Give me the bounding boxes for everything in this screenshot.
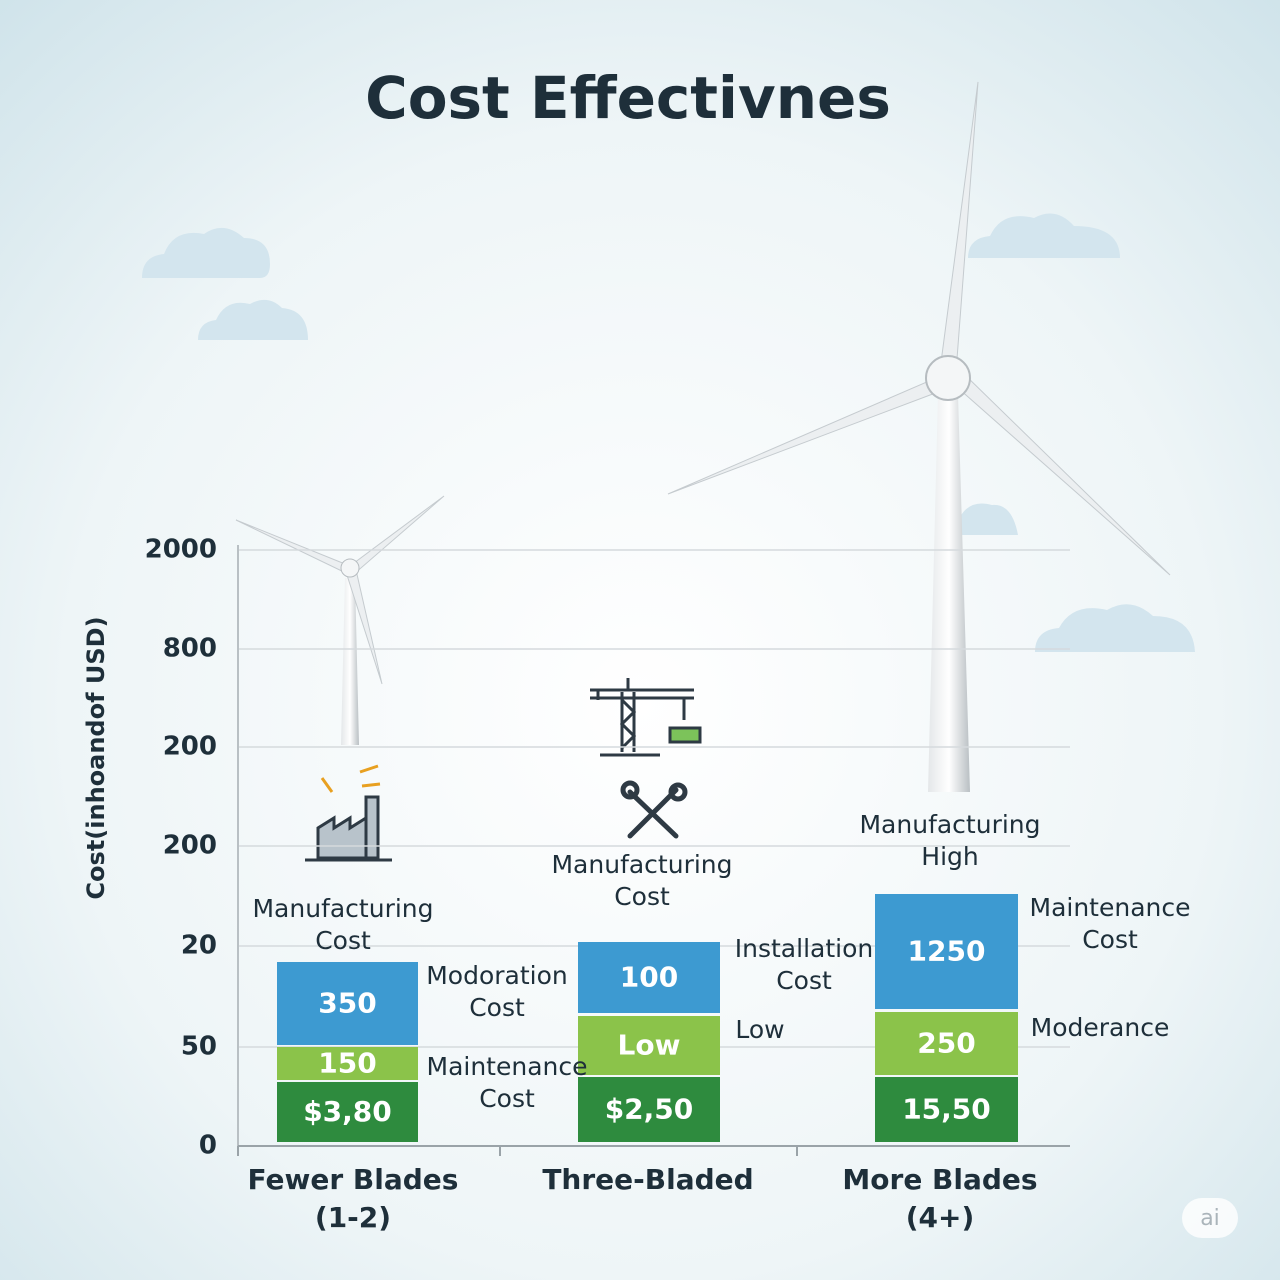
- annotation: Modoration: [426, 961, 568, 990]
- x-tick-label: (1-2): [315, 1201, 391, 1234]
- annotation: Moderance: [1031, 1013, 1170, 1042]
- y-tick-label: 0: [199, 1131, 217, 1161]
- segment-label: 1250: [908, 935, 986, 968]
- bar-segment: [875, 1012, 1018, 1075]
- annotation: Cost: [614, 882, 670, 911]
- annotation: Manufacturing: [551, 850, 732, 879]
- annotation: Maintenance: [1030, 893, 1191, 922]
- bar-segment: [875, 1077, 1018, 1142]
- y-tick-label: 2000: [145, 535, 217, 565]
- x-tick-label: (4+): [906, 1201, 975, 1234]
- annotation: Low: [735, 1015, 784, 1044]
- small-turbine: [235, 495, 445, 745]
- clouds: [142, 213, 1195, 652]
- annotation: Cost: [479, 1084, 535, 1113]
- segment-label: 150: [318, 1047, 376, 1080]
- segment-label: 350: [318, 987, 376, 1020]
- annotation: High: [921, 842, 978, 871]
- bar-segment: [875, 894, 1018, 1009]
- segment-label: Low: [618, 1029, 681, 1062]
- x-tick-label: Three-Bladed: [542, 1163, 753, 1196]
- large-turbine: [667, 81, 1171, 792]
- y-tick-label: 50: [181, 1032, 217, 1062]
- bar-segment: [277, 1082, 418, 1142]
- tools-icon: [620, 780, 688, 839]
- y-tick-label: 800: [163, 634, 217, 664]
- segment-label: 15,50: [902, 1093, 991, 1126]
- x-tick-label: More Blades: [842, 1163, 1037, 1196]
- y-tick-label: 200: [163, 831, 217, 861]
- annotation: Manufacturing: [859, 810, 1040, 839]
- segment-label: $3,80: [303, 1095, 392, 1128]
- annotation: Cost: [776, 966, 832, 995]
- bar-segment: [578, 942, 720, 1013]
- annotation: Cost: [469, 993, 525, 1022]
- bar-segment: [277, 1047, 418, 1080]
- y-tick-label: 20: [181, 931, 217, 961]
- y-tick-label: 200: [163, 732, 217, 762]
- watermark: ai: [1200, 1206, 1220, 1231]
- annotation: Maintenance: [427, 1052, 588, 1081]
- y-axis-label: Cost(inhoandof USD): [82, 616, 110, 899]
- bar-segment: [277, 962, 418, 1045]
- annotation: Installation: [735, 934, 873, 963]
- bar-segment: [578, 1077, 720, 1142]
- bar-segment: [578, 1016, 720, 1075]
- crane-icon: [590, 678, 702, 757]
- plot: 2000 800 200 200 20 50 0 $3,80 150 350 $2,50 Low 100…: [145, 535, 1191, 1235]
- factory-icon: [305, 764, 392, 862]
- segment-label: 100: [620, 961, 678, 994]
- watermark-badge: [1182, 1198, 1238, 1238]
- annotation: Cost: [315, 926, 371, 955]
- x-tick-label: Fewer Blades: [248, 1163, 459, 1196]
- annotation: Cost: [1082, 925, 1138, 954]
- segment-label: 250: [917, 1027, 975, 1060]
- chart-title: Cost Effectivnes: [365, 64, 891, 132]
- segment-label: $2,50: [605, 1093, 694, 1126]
- annotation: Manufacturing: [252, 894, 433, 923]
